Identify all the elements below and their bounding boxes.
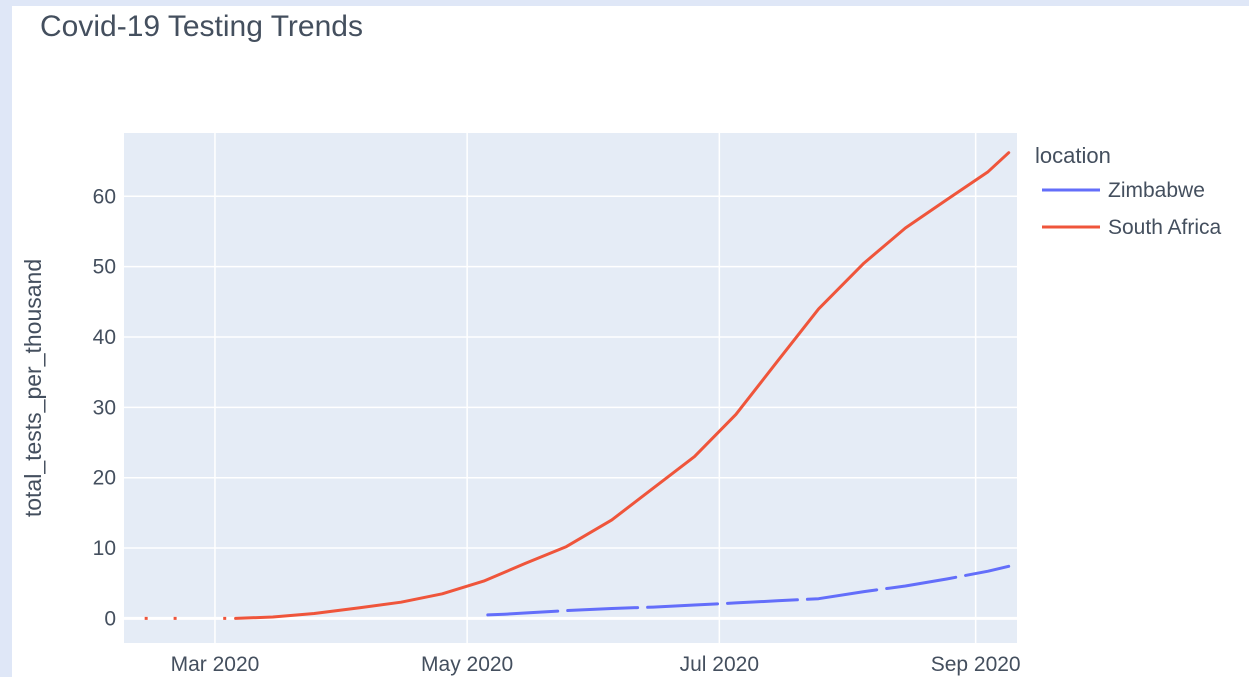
y-tick-label: 30 [93,396,116,419]
x-tick-label: Mar 2020 [171,653,260,676]
x-tick-label: May 2020 [421,653,513,676]
legend-items: Zimbabwe South Africa [1042,179,1222,239]
chart-title: Covid-19 Testing Trends [40,10,363,43]
y-tick-label: 50 [93,256,116,279]
y-tick-label: 20 [93,467,116,490]
x-tick-label: Sep 2020 [931,653,1021,676]
series-line-zimbabwe [486,564,1011,617]
series-line-south-africa [234,151,1011,620]
y-tick-label: 0 [104,607,116,630]
series-lines [144,151,1011,620]
legend-label: South Africa [1108,216,1222,239]
legend: location Zimbabwe South Africa [1035,143,1222,239]
y-tick-label: 10 [93,537,116,560]
legend-label: Zimbabwe [1108,179,1205,202]
legend-title: location [1035,143,1111,168]
x-axis-ticks: Mar 2020 May 2020 Jul 2020 Sep 2020 [171,653,1021,676]
plot-area [124,133,1017,643]
legend-item-zimbabwe[interactable]: Zimbabwe [1042,179,1205,202]
y-axis-title: total_tests_per_thousand [20,259,46,517]
legend-item-south-africa[interactable]: South Africa [1042,216,1222,239]
y-tick-label: 40 [93,326,116,349]
y-tick-label: 60 [93,185,116,208]
x-tick-label: Jul 2020 [680,653,759,676]
y-axis-ticks: 0 10 20 30 40 50 60 [93,185,116,630]
